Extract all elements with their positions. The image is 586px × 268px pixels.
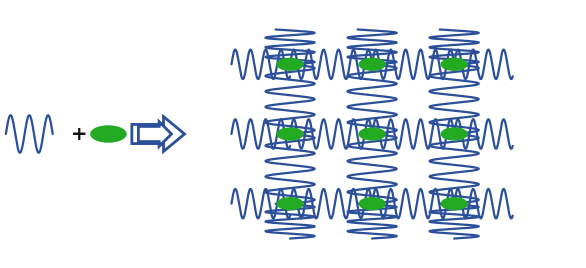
Circle shape bbox=[277, 198, 303, 210]
Text: +: + bbox=[71, 125, 87, 143]
Circle shape bbox=[359, 128, 385, 140]
Circle shape bbox=[277, 58, 303, 70]
Circle shape bbox=[359, 58, 385, 70]
Circle shape bbox=[441, 198, 467, 210]
Circle shape bbox=[359, 198, 385, 210]
Circle shape bbox=[441, 58, 467, 70]
Circle shape bbox=[277, 128, 303, 140]
Circle shape bbox=[91, 126, 126, 142]
Circle shape bbox=[441, 128, 467, 140]
PathPatch shape bbox=[132, 117, 185, 151]
